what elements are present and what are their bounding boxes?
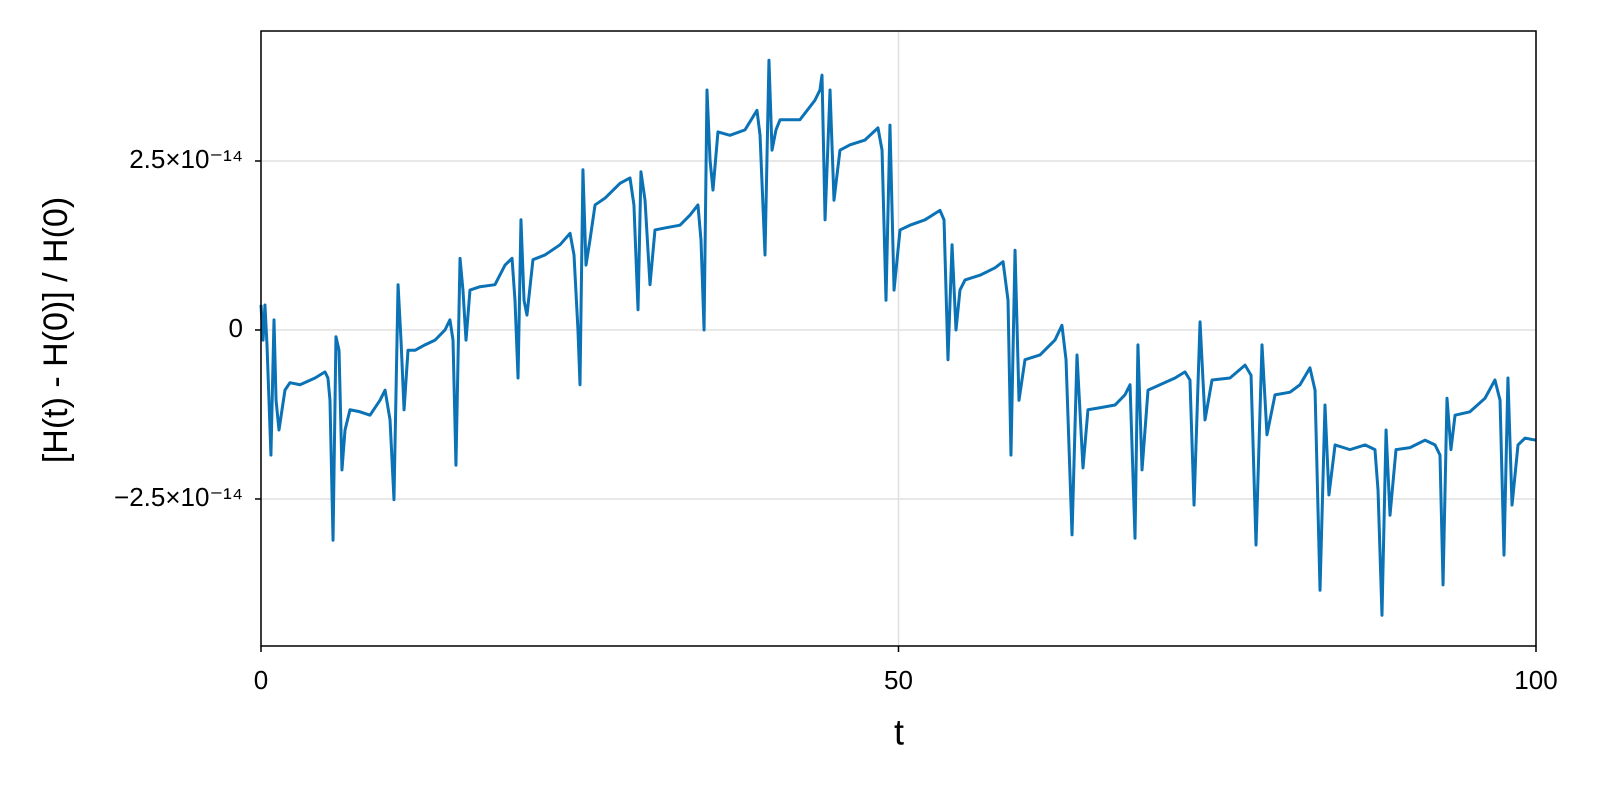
- data-line: [259, 58, 1537, 617]
- plot-frame: [260, 30, 1537, 647]
- x-tick-label: 100: [1514, 665, 1557, 695]
- y-tick-label: 0: [229, 313, 243, 343]
- x-tick-label: 50: [884, 665, 913, 695]
- x-tick-label: 0: [254, 665, 268, 695]
- y-tick-label: −2.5×10⁻¹⁴: [114, 482, 243, 512]
- y-tick-label: 2.5×10⁻¹⁴: [129, 144, 243, 174]
- y-axis-title: [H(t) - H(0)] / H(0): [37, 197, 75, 463]
- x-axis-title: t: [894, 712, 904, 753]
